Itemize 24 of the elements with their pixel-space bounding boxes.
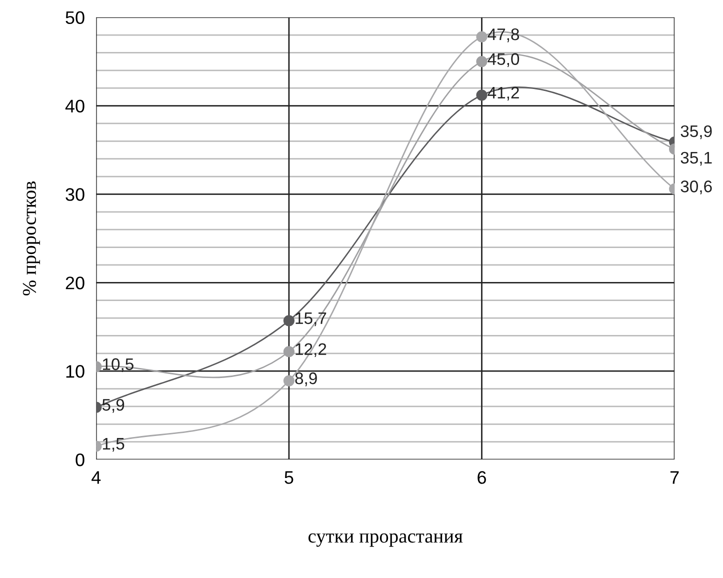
y-tick-label: 10 — [66, 365, 84, 378]
y-tick-label: 0 — [76, 453, 84, 466]
x-tick-label: 4 — [92, 471, 101, 484]
data-label: 8,9 — [295, 372, 317, 386]
data-label: 47,8 — [488, 28, 520, 42]
x-tick-label: 5 — [284, 471, 294, 484]
x-tick-label: 7 — [670, 471, 679, 484]
data-label: 1,5 — [102, 438, 124, 452]
y-tick-label: 50 — [66, 11, 84, 24]
data-label: 35,1 — [680, 152, 712, 166]
data-label: 41,2 — [488, 86, 519, 101]
x-axis-title: сутки прорастания — [308, 533, 463, 547]
data-label: 35,9 — [680, 125, 712, 140]
y-tick-label: 30 — [66, 188, 84, 201]
y-axis-title: % проростков — [22, 181, 40, 296]
y-tick-label: 40 — [65, 100, 84, 112]
data-label: 45,0 — [488, 53, 520, 67]
data-label: 30,6 — [680, 180, 712, 194]
data-label: 15,7 — [296, 312, 326, 326]
x-tick-label: 6 — [478, 471, 486, 484]
data-label: 12,2 — [296, 343, 326, 358]
data-label: 10,5 — [102, 358, 134, 372]
y-tick-label: 20 — [66, 276, 84, 290]
data-label: 5,9 — [102, 398, 124, 413]
